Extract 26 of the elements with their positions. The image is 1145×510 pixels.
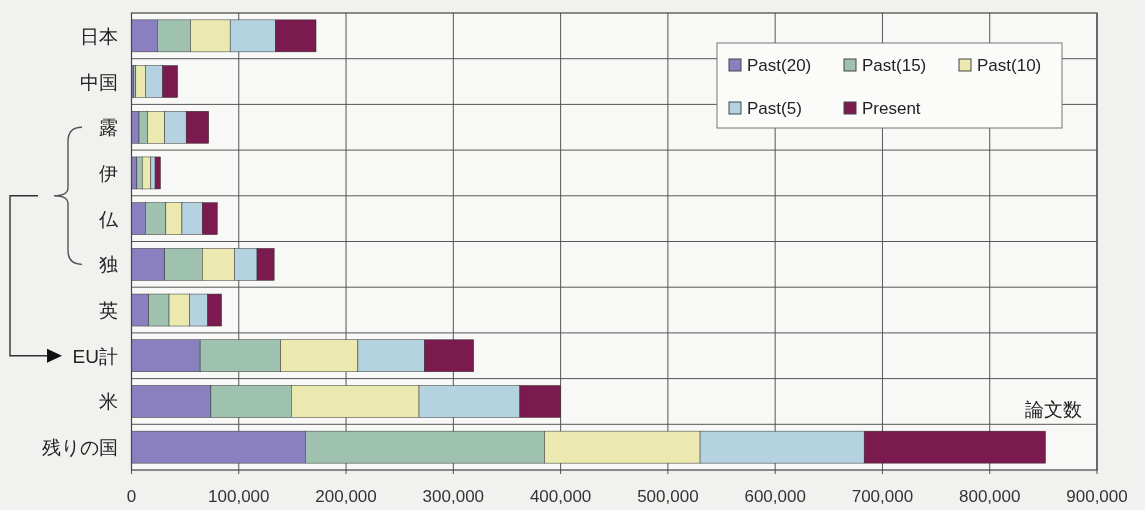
xlabel: 論文数 xyxy=(1025,399,1082,420)
category: 米 xyxy=(99,391,118,413)
legend-label: Past(20) xyxy=(747,56,812,75)
xtick: 400,000 xyxy=(529,487,592,506)
legend-label: Present xyxy=(862,99,921,118)
category: EU計 xyxy=(72,345,118,367)
category: 伊 xyxy=(99,162,118,184)
xtick: 700,000 xyxy=(851,487,914,506)
category: 独 xyxy=(99,254,118,276)
xtick: 800,000 xyxy=(959,487,1021,506)
category: 仏 xyxy=(99,208,118,230)
legend-label: Past(15) xyxy=(862,56,927,75)
category: 英 xyxy=(99,300,118,322)
xtick: 100,000 xyxy=(208,487,270,506)
xtick: 500,000 xyxy=(637,487,699,506)
xtick: 900,000 xyxy=(1066,487,1128,506)
xtick: 600,000 xyxy=(744,487,806,506)
xtick: 0 xyxy=(126,487,137,506)
category: 露 xyxy=(99,117,118,139)
legend-label: Past(10) xyxy=(977,56,1042,75)
category: 残りの国 xyxy=(42,437,118,459)
xtick: 200,000 xyxy=(315,487,377,506)
category: 日本 xyxy=(80,25,118,47)
xtick: 300,000 xyxy=(422,487,485,506)
legend-label: Past(5) xyxy=(747,99,802,118)
category: 中国 xyxy=(80,71,118,93)
